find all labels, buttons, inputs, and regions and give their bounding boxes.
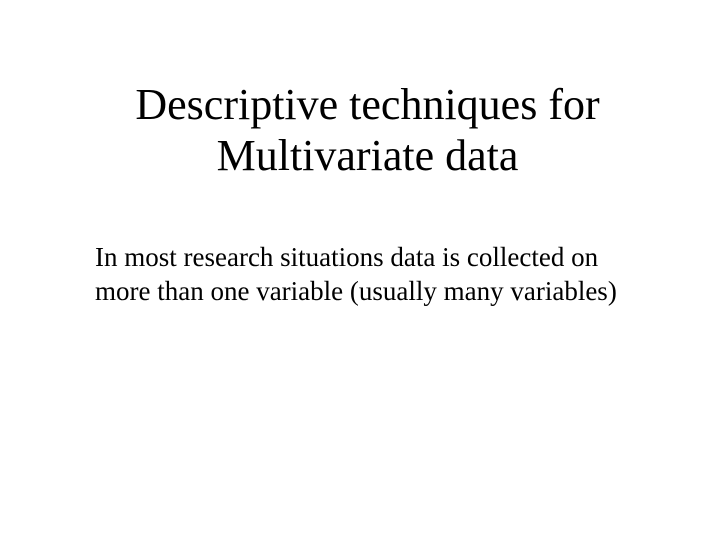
- slide-body-text: In most research situations data is coll…: [95, 241, 640, 309]
- slide-container: Descriptive techniques for Multivariate …: [0, 0, 720, 540]
- slide-title: Descriptive techniques for Multivariate …: [95, 80, 640, 181]
